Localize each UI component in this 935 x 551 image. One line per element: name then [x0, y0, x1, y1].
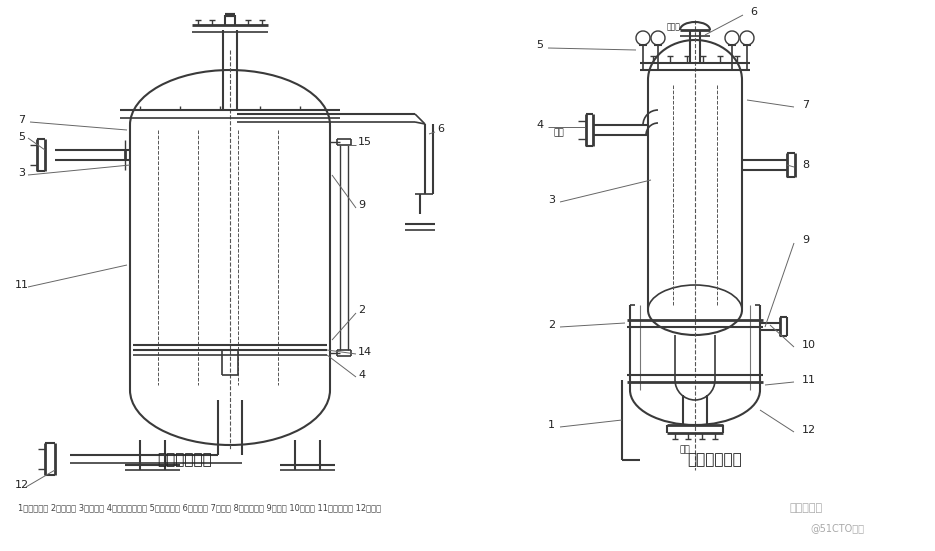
- Text: 入口: 入口: [553, 128, 564, 138]
- Text: 2: 2: [548, 320, 555, 330]
- Text: 5: 5: [536, 40, 543, 50]
- Text: 9: 9: [802, 235, 809, 245]
- Text: 11: 11: [15, 280, 29, 290]
- Text: 12: 12: [802, 425, 816, 435]
- Text: 多袋式过滤机: 多袋式过滤机: [158, 452, 212, 467]
- Text: 5: 5: [18, 132, 25, 142]
- Text: 12: 12: [15, 480, 29, 490]
- Text: 3: 3: [548, 195, 555, 205]
- Text: 15: 15: [358, 137, 372, 147]
- Text: 排气口: 排气口: [667, 23, 681, 31]
- Text: 14: 14: [358, 347, 372, 357]
- Text: 1、热源进口 2、支撑蹄 3、排污圈 4、介质进口法兰 5、连接螺栓 6、排气口 7、上盖 8、热源出口 9、机身 10、夹套 11、支撑钢圈 12、出口: 1、热源进口 2、支撑蹄 3、排污圈 4、介质进口法兰 5、连接螺栓 6、排气口…: [18, 504, 381, 512]
- Text: 11: 11: [802, 375, 816, 385]
- Text: 夹套型过滤机: 夹套型过滤机: [687, 452, 742, 467]
- Text: 1: 1: [548, 420, 555, 430]
- Text: 出口: 出口: [680, 446, 691, 455]
- Text: @51CTO博客: @51CTO博客: [810, 523, 864, 533]
- Text: 9: 9: [358, 200, 366, 210]
- Text: 4: 4: [358, 370, 366, 380]
- Text: 7: 7: [802, 100, 809, 110]
- Text: 2: 2: [358, 305, 366, 315]
- Text: 6: 6: [750, 7, 757, 17]
- Text: 3: 3: [18, 168, 25, 178]
- Text: 8: 8: [802, 160, 809, 170]
- Text: 7: 7: [18, 115, 25, 125]
- Text: 4: 4: [536, 120, 543, 130]
- Text: 6: 6: [437, 124, 444, 134]
- Text: 天山微过滤: 天山微过滤: [790, 503, 823, 513]
- Text: 10: 10: [802, 340, 816, 350]
